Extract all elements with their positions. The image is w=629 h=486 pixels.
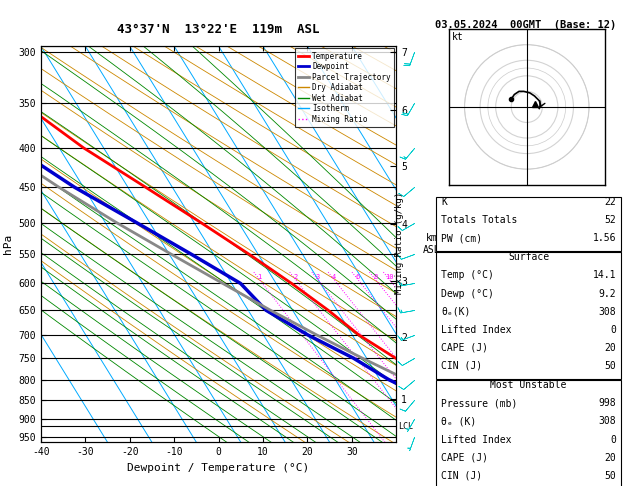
Text: Totals Totals: Totals Totals bbox=[442, 215, 518, 225]
Text: 0: 0 bbox=[610, 434, 616, 445]
Text: 1: 1 bbox=[257, 274, 262, 279]
Text: 03.05.2024  00GMT  (Base: 12): 03.05.2024 00GMT (Base: 12) bbox=[435, 20, 616, 31]
Text: PW (cm): PW (cm) bbox=[442, 233, 482, 243]
Text: 20: 20 bbox=[604, 343, 616, 353]
Text: K: K bbox=[442, 197, 447, 207]
Text: 998: 998 bbox=[598, 399, 616, 408]
Text: Surface: Surface bbox=[508, 252, 549, 262]
Text: CAPE (J): CAPE (J) bbox=[442, 343, 489, 353]
Bar bbox=[436, 252, 621, 379]
Text: Dewp (°C): Dewp (°C) bbox=[442, 289, 494, 298]
Text: 10: 10 bbox=[385, 274, 394, 279]
Text: 6: 6 bbox=[356, 274, 360, 279]
Text: Mixing Ratio (g/kg): Mixing Ratio (g/kg) bbox=[395, 192, 404, 294]
X-axis label: Dewpoint / Temperature (°C): Dewpoint / Temperature (°C) bbox=[128, 463, 309, 473]
Text: 9.2: 9.2 bbox=[598, 289, 616, 298]
Text: kt: kt bbox=[452, 32, 464, 42]
Text: 308: 308 bbox=[598, 417, 616, 427]
Text: Lifted Index: Lifted Index bbox=[442, 325, 512, 335]
Text: CIN (J): CIN (J) bbox=[442, 361, 482, 371]
Text: LCL: LCL bbox=[399, 422, 413, 431]
Text: 52: 52 bbox=[604, 215, 616, 225]
Y-axis label: hPa: hPa bbox=[3, 234, 13, 254]
Text: CIN (J): CIN (J) bbox=[442, 471, 482, 481]
Text: 3: 3 bbox=[316, 274, 320, 279]
Text: 43°37'N  13°22'E  119m  ASL: 43°37'N 13°22'E 119m ASL bbox=[118, 23, 320, 36]
Text: 308: 308 bbox=[598, 307, 616, 317]
Text: 0: 0 bbox=[610, 325, 616, 335]
Bar bbox=[436, 380, 621, 486]
Text: 50: 50 bbox=[604, 471, 616, 481]
Text: Pressure (mb): Pressure (mb) bbox=[442, 399, 518, 408]
Text: 50: 50 bbox=[604, 361, 616, 371]
Text: 22: 22 bbox=[604, 197, 616, 207]
Text: CAPE (J): CAPE (J) bbox=[442, 452, 489, 463]
Text: Lifted Index: Lifted Index bbox=[442, 434, 512, 445]
Text: θₑ (K): θₑ (K) bbox=[442, 417, 477, 427]
Bar bbox=[436, 197, 621, 251]
Y-axis label: km
ASL: km ASL bbox=[423, 233, 441, 255]
Text: 14.1: 14.1 bbox=[593, 271, 616, 280]
Text: 4: 4 bbox=[332, 274, 336, 279]
Text: Most Unstable: Most Unstable bbox=[491, 380, 567, 390]
Text: 8: 8 bbox=[374, 274, 377, 279]
Text: Temp (°C): Temp (°C) bbox=[442, 271, 494, 280]
Text: 2: 2 bbox=[293, 274, 298, 279]
Text: 1.56: 1.56 bbox=[593, 233, 616, 243]
Text: θₑ(K): θₑ(K) bbox=[442, 307, 471, 317]
Legend: Temperature, Dewpoint, Parcel Trajectory, Dry Adiabat, Wet Adiabat, Isotherm, Mi: Temperature, Dewpoint, Parcel Trajectory… bbox=[295, 49, 394, 127]
Text: 20: 20 bbox=[604, 452, 616, 463]
